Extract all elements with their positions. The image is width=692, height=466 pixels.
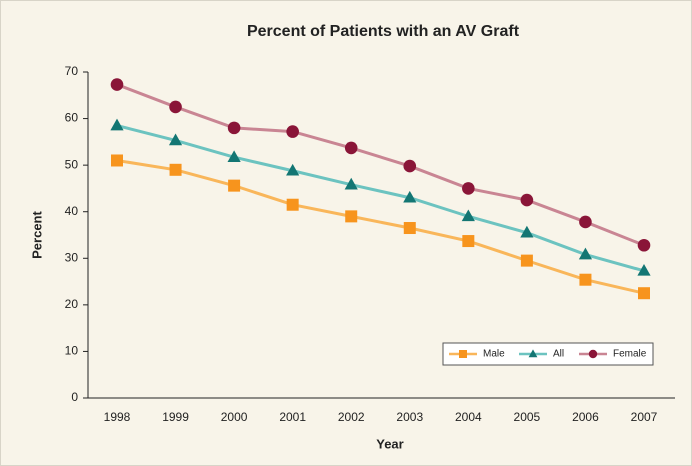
marker bbox=[227, 150, 241, 163]
y-tick-label: 60 bbox=[65, 111, 79, 125]
marker bbox=[578, 247, 593, 260]
series-line bbox=[116, 124, 645, 273]
marker bbox=[344, 177, 358, 190]
marker bbox=[110, 78, 124, 91]
marker bbox=[345, 210, 358, 223]
marker bbox=[169, 100, 182, 114]
legend-box bbox=[442, 342, 654, 366]
x-tick-label: 2004 bbox=[455, 410, 482, 424]
marker bbox=[168, 133, 183, 146]
x-tick-label: 2005 bbox=[514, 410, 541, 424]
series-line bbox=[116, 83, 645, 247]
marker bbox=[403, 159, 417, 173]
y-tick-label: 10 bbox=[65, 344, 79, 358]
x-tick-label: 1998 bbox=[104, 410, 131, 424]
series-line bbox=[116, 159, 645, 295]
legend-label: All bbox=[553, 349, 564, 360]
marker bbox=[461, 209, 475, 222]
marker bbox=[520, 225, 534, 238]
marker bbox=[579, 215, 592, 229]
marker bbox=[228, 179, 241, 192]
y-tick-label: 0 bbox=[71, 390, 78, 404]
chart-title: Percent of Patients with an AV Graft bbox=[247, 23, 520, 40]
marker bbox=[638, 287, 650, 300]
marker bbox=[520, 193, 534, 207]
x-tick-label: 2002 bbox=[338, 410, 365, 424]
legend-marker bbox=[459, 350, 467, 358]
x-axis-title: Year bbox=[376, 436, 403, 451]
y-tick-label: 30 bbox=[65, 250, 79, 264]
y-tick-label: 20 bbox=[65, 297, 79, 311]
marker bbox=[403, 190, 417, 203]
legend-label: Female bbox=[613, 349, 647, 360]
x-tick-label: 2001 bbox=[279, 410, 306, 424]
marker bbox=[286, 125, 299, 138]
marker bbox=[286, 198, 299, 211]
marker bbox=[111, 154, 123, 167]
x-tick-label: 2007 bbox=[631, 410, 658, 424]
marker bbox=[520, 254, 533, 267]
marker bbox=[286, 163, 300, 176]
marker bbox=[637, 263, 651, 276]
marker bbox=[462, 235, 475, 248]
marker bbox=[110, 118, 124, 131]
y-tick-label: 70 bbox=[65, 64, 79, 78]
marker bbox=[462, 182, 475, 195]
y-axis-title: Percent bbox=[29, 210, 44, 258]
marker bbox=[579, 273, 592, 286]
legend-marker bbox=[528, 349, 538, 358]
marker bbox=[403, 222, 416, 235]
x-tick-label: 2000 bbox=[221, 410, 248, 424]
marker bbox=[344, 141, 358, 155]
x-tick-label: 2006 bbox=[572, 410, 599, 424]
x-tick-label: 1999 bbox=[162, 410, 189, 424]
marker bbox=[637, 238, 651, 252]
y-tick-label: 50 bbox=[65, 157, 79, 171]
x-tick-label: 2003 bbox=[396, 410, 423, 424]
marker bbox=[169, 163, 182, 176]
marker bbox=[227, 121, 241, 135]
legend-label: Male bbox=[483, 349, 505, 360]
y-tick-label: 40 bbox=[65, 204, 79, 218]
legend-marker bbox=[588, 349, 598, 359]
